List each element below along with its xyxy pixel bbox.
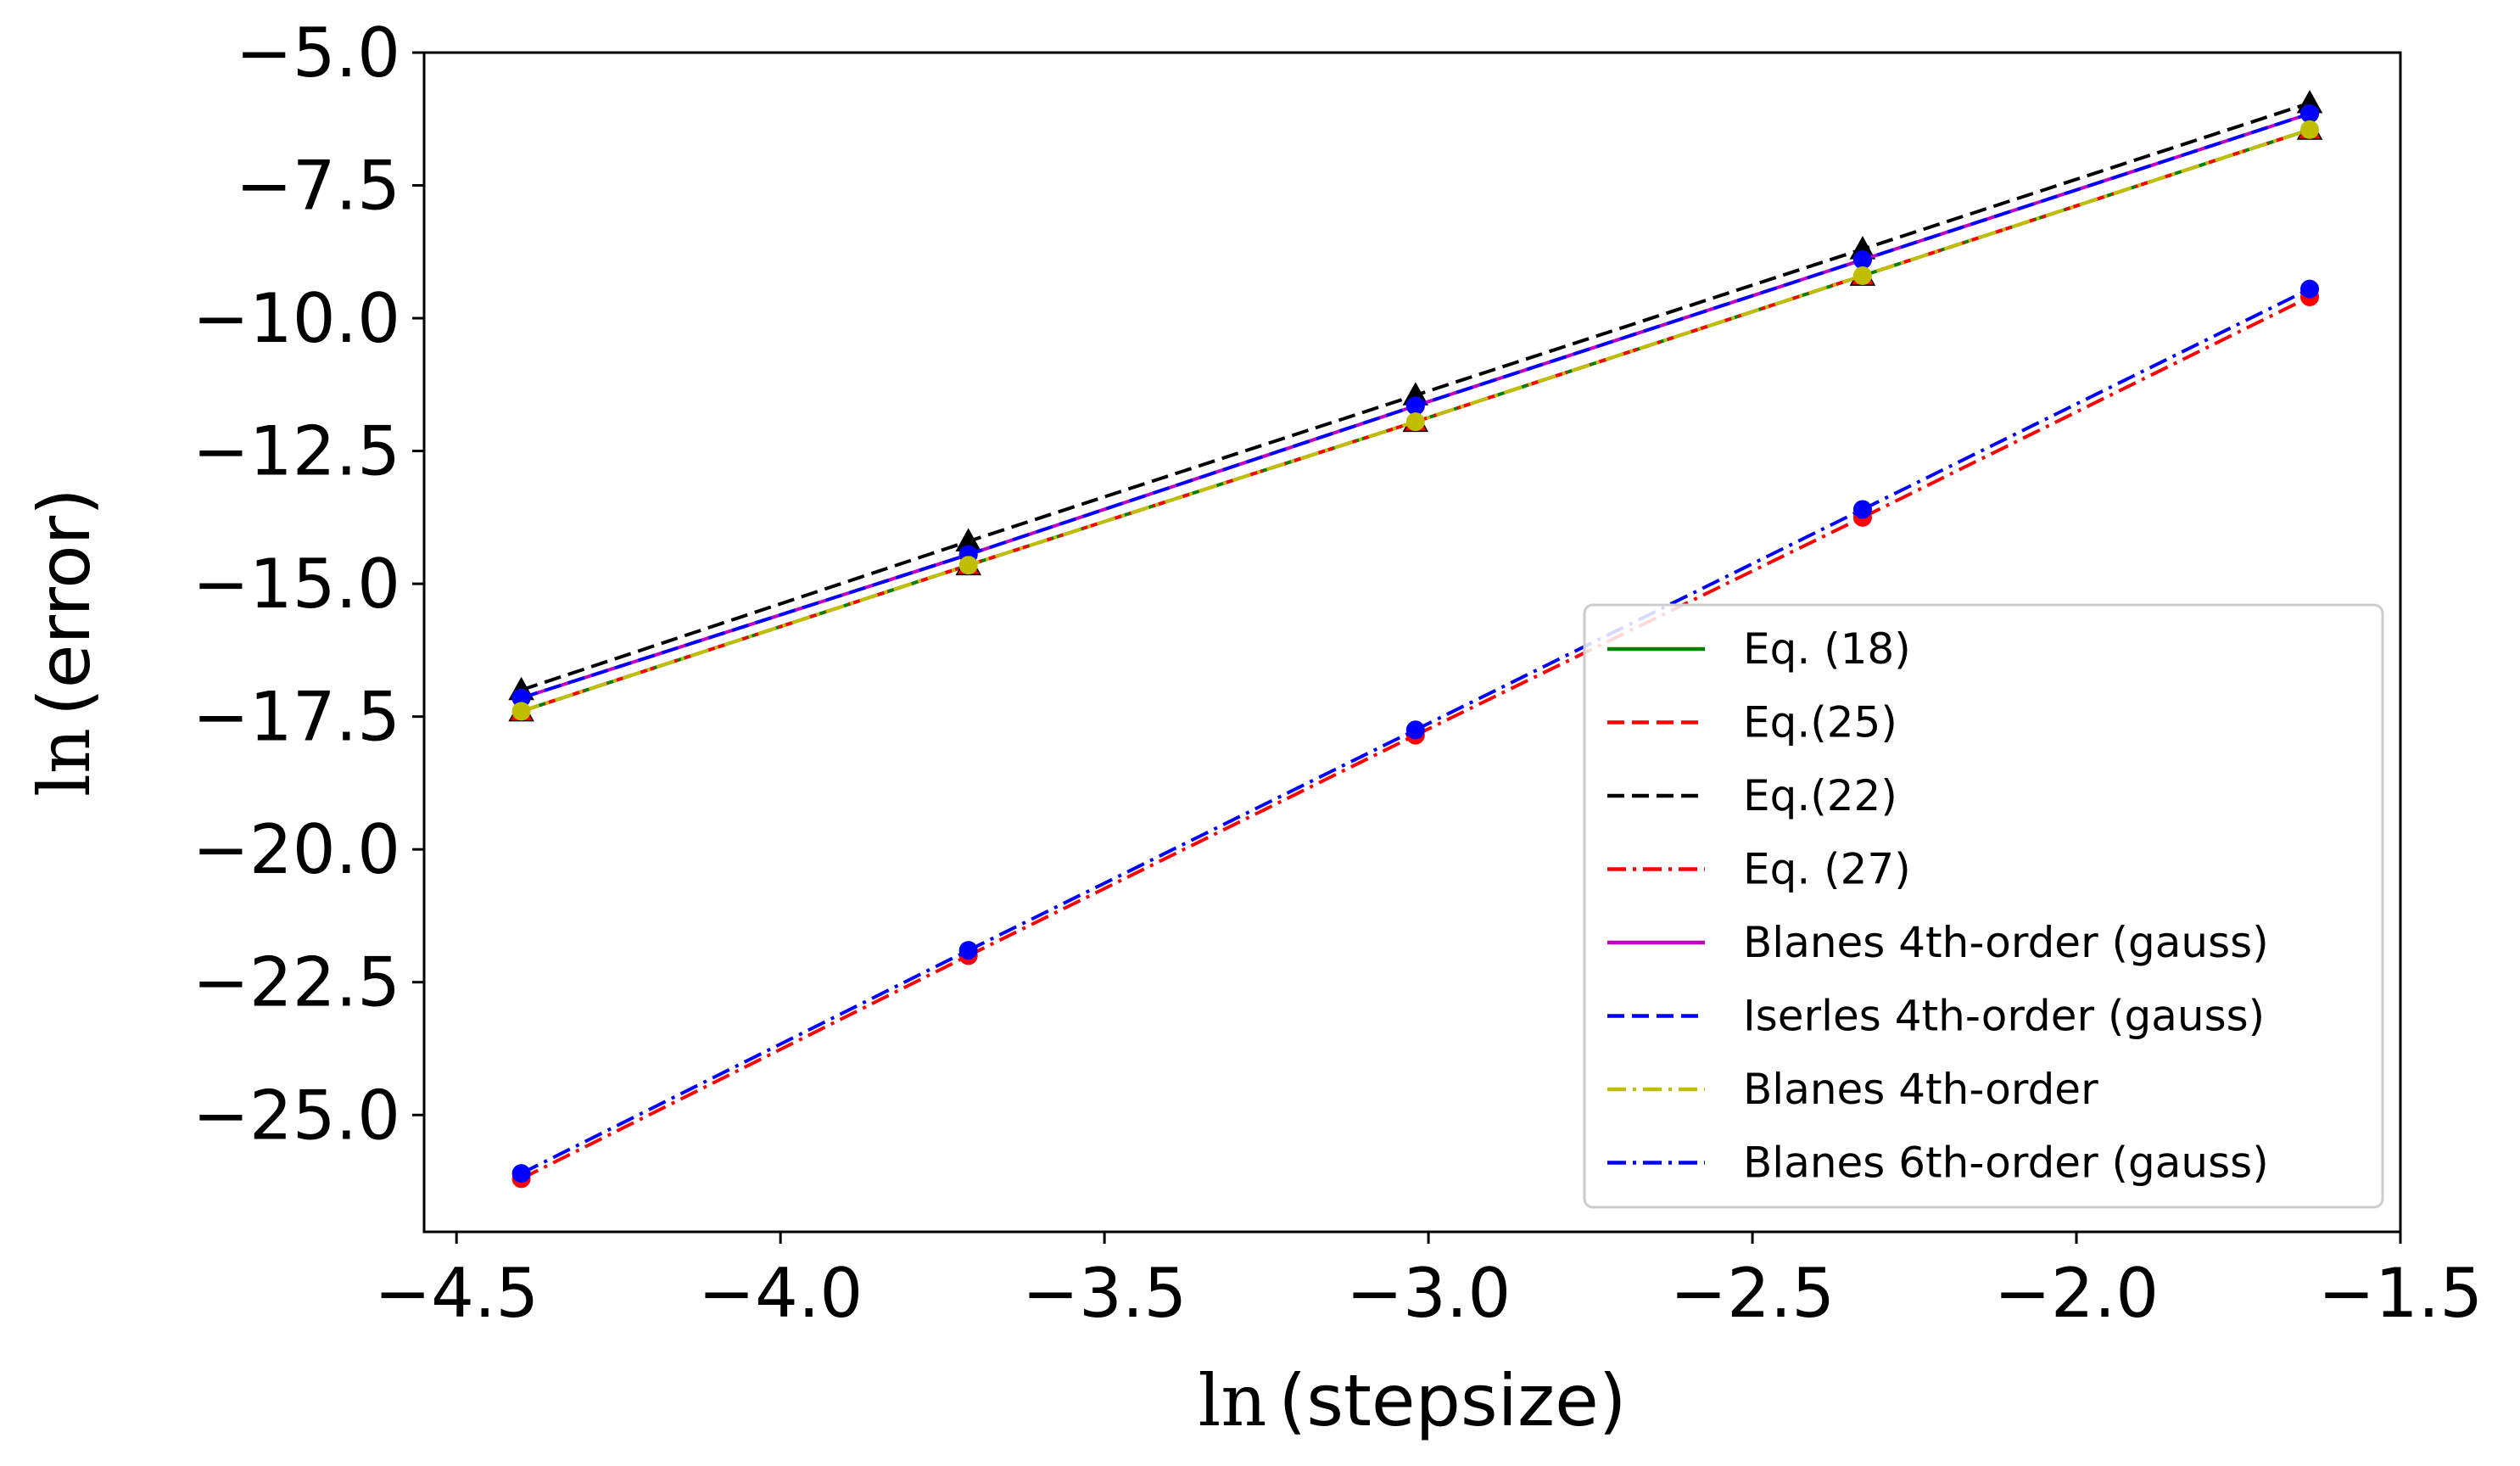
series-point [1405,720,1425,740]
plot-area-frame [422,51,2402,1234]
series-point [1405,412,1425,432]
x-tick-label: −1.5 [2318,1254,2483,1333]
y-tick-label: −15.0 [193,545,400,624]
y-tick-label: −12.5 [193,412,400,491]
series-point [2300,120,2320,139]
series-point [2300,104,2320,124]
series-layer [508,89,2323,1189]
legend-label: Blanes 4th-order [1743,1065,2098,1114]
y-tick-label: −10.0 [193,279,400,358]
x-tick-label: −4.5 [374,1254,539,1333]
legend: Eq. (18) Eq.(25) Eq.(22) Eq. (27) Blanes 4th… [1583,603,2384,1209]
x-tick-label: −4.0 [698,1254,863,1333]
y-tick-label: −17.5 [193,678,400,757]
legend-label: Iserles 4th-order (gauss) [1743,992,2265,1041]
y-tick-label: −7.5 [236,147,400,226]
series-point [958,556,978,575]
y-axis-ticks: −5.0 −7.5 −10.0 −12.5 −15.0 −17.5 −20.0 −22.5 −2… [193,14,424,1155]
series-point [1405,396,1425,416]
legend-label: Blanes 6th-order (gauss) [1743,1139,2269,1188]
legend-label: Eq. (27) [1743,845,1911,894]
legend-label: Eq. (18) [1743,624,1911,674]
legend-label: Eq.(25) [1743,698,1897,747]
y-tick-label: −22.5 [193,943,400,1022]
x-axis-label-ln: ln [1198,1359,1266,1442]
x-axis-ticks: −4.5 −4.0 −3.5 −3.0 −2.5 −2.0 −1.5 [374,1232,2483,1333]
y-axis-label-text: (error) [23,488,106,716]
series-point [1852,266,1872,285]
series-point [1852,250,1872,270]
series-point [2300,279,2320,299]
x-tick-label: −3.0 [1346,1254,1511,1333]
x-tick-label: −3.5 [1022,1254,1187,1333]
x-axis-label-text: (stepsize) [1278,1359,1626,1442]
series-point [511,1164,531,1183]
legend-label: Eq.(22) [1743,771,1897,820]
y-tick-label: −25.0 [193,1076,400,1155]
y-tick-label: −20.0 [193,810,400,889]
legend-box [1583,603,2384,1209]
series-point [511,702,531,721]
legend-label: Blanes 4th-order (gauss) [1743,918,2269,967]
x-axis-label: ln (stepsize) [1198,1359,1626,1442]
series-point [958,941,978,960]
y-axis-label: ln (error) [23,488,106,797]
series-point [1852,500,1872,519]
y-axis-label-ln: ln [23,728,106,797]
y-tick-label: −5.0 [236,14,400,92]
series-point [511,688,531,708]
x-tick-label: −2.5 [1670,1254,1835,1333]
x-tick-label: −2.0 [1994,1254,2159,1333]
